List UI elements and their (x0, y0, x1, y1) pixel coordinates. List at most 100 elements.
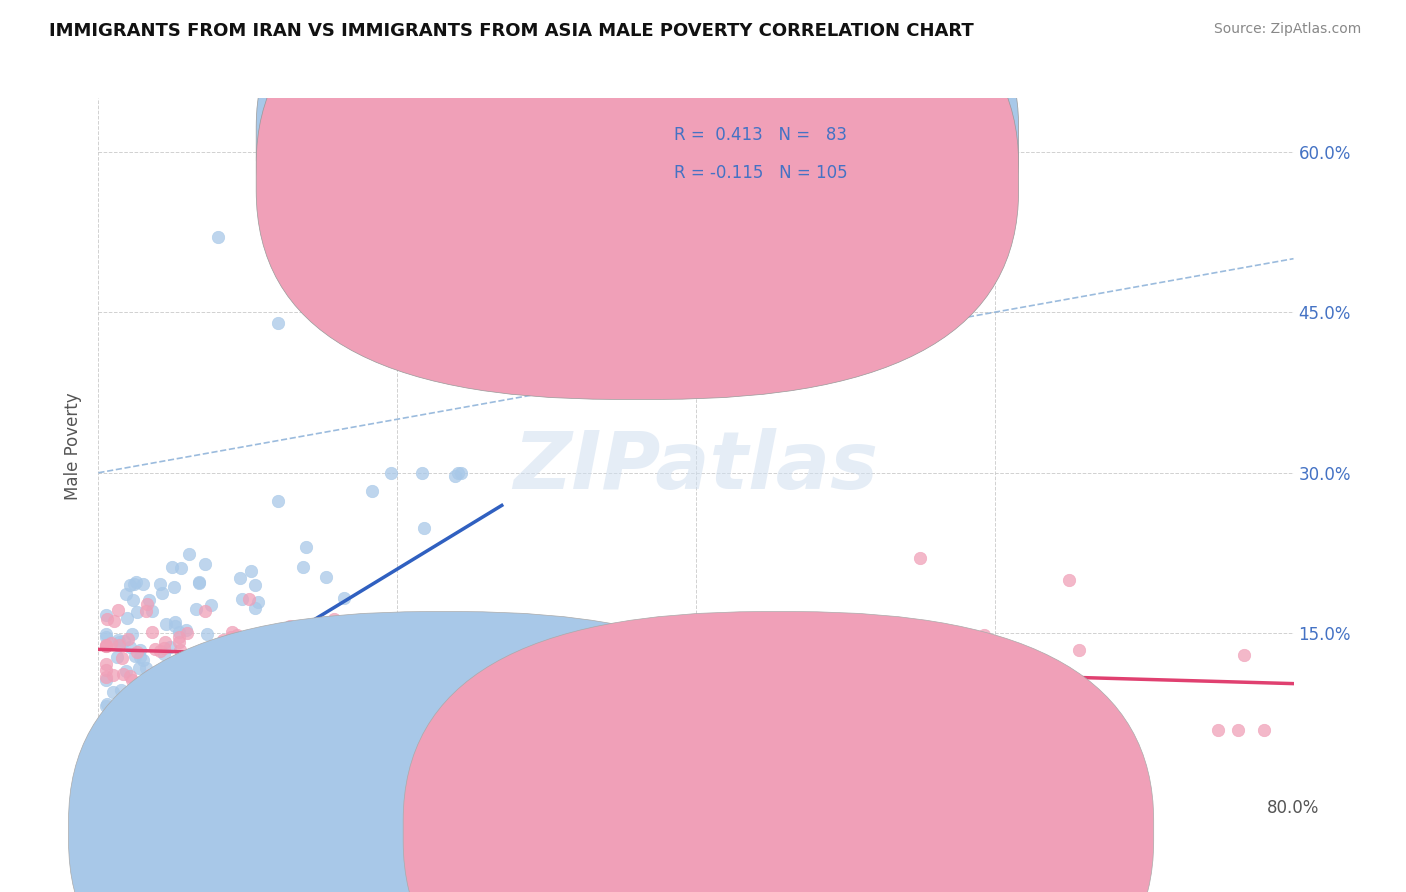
Point (111, 651, 134, 665)
Point (100, 708, 122, 723)
Point (238, 592, 260, 607)
Point (361, 484, 384, 499)
Point (174, 623, 197, 637)
Point (1059, 573, 1081, 587)
Point (380, 466, 402, 480)
Y-axis label: Male Poverty: Male Poverty (65, 392, 83, 500)
Point (285, 671, 308, 685)
Point (711, 645, 734, 659)
Point (108, 638, 131, 652)
Point (761, 645, 783, 659)
Point (167, 635, 190, 649)
Point (623, 640, 645, 654)
Point (236, 659, 259, 673)
Point (142, 702, 165, 716)
Point (138, 592, 160, 607)
Text: R = -0.115   N = 105: R = -0.115 N = 105 (675, 163, 848, 182)
Point (141, 625, 163, 640)
Point (124, 703, 146, 717)
Point (94, 607, 117, 622)
Point (131, 687, 153, 701)
Point (142, 692, 165, 706)
Point (110, 682, 132, 697)
Point (294, 706, 316, 721)
Point (103, 706, 125, 721)
Point (124, 704, 146, 718)
Point (219, 630, 242, 644)
Point (125, 574, 148, 589)
Point (94, 698, 117, 713)
Point (443, 469, 465, 483)
Point (447, 466, 470, 480)
Point (278, 619, 301, 633)
Point (159, 697, 181, 711)
Point (114, 587, 136, 601)
Point (862, 620, 884, 634)
Point (636, 673, 658, 688)
Point (322, 612, 344, 626)
Point (105, 649, 128, 664)
Point (166, 694, 188, 708)
Point (120, 689, 142, 703)
Point (94, 638, 117, 652)
Point (94, 639, 117, 653)
Point (226, 627, 249, 641)
Point (294, 681, 316, 696)
Point (710, 692, 733, 706)
Point (103, 667, 125, 681)
Point (436, 652, 458, 666)
Point (195, 674, 218, 689)
Point (132, 576, 155, 591)
Point (1076, 723, 1098, 737)
Point (94, 715, 117, 730)
Point (243, 578, 266, 592)
Point (128, 661, 150, 675)
Point (94, 673, 117, 687)
FancyBboxPatch shape (256, 0, 1019, 362)
Point (973, 677, 995, 691)
Point (114, 634, 136, 648)
Point (211, 632, 233, 647)
Point (489, 688, 512, 702)
Point (796, 723, 818, 737)
Point (101, 685, 124, 699)
Point (167, 624, 190, 639)
Point (384, 661, 406, 675)
Point (267, 316, 290, 330)
Text: Immigrants from Asia: Immigrants from Asia (810, 822, 988, 839)
Point (120, 577, 142, 591)
Point (200, 598, 222, 612)
Point (243, 601, 266, 615)
Point (117, 632, 139, 646)
Point (240, 564, 263, 578)
Point (450, 466, 472, 480)
Point (107, 635, 129, 649)
Point (120, 669, 142, 683)
Text: IMMIGRANTS FROM IRAN VS IMMIGRANTS FROM ASIA MALE POVERTY CORRELATION CHART: IMMIGRANTS FROM IRAN VS IMMIGRANTS FROM … (49, 22, 974, 40)
Point (159, 640, 181, 655)
Point (94, 663, 117, 677)
Point (155, 635, 177, 649)
Point (571, 663, 593, 677)
Point (141, 604, 163, 618)
Point (343, 622, 366, 636)
Point (654, 649, 676, 664)
Point (1253, 723, 1275, 737)
Point (153, 640, 176, 655)
Point (1233, 648, 1256, 663)
FancyBboxPatch shape (69, 612, 820, 892)
Point (1012, 723, 1035, 737)
Point (115, 713, 138, 727)
Point (103, 614, 125, 628)
Point (523, 658, 546, 673)
Point (231, 591, 253, 606)
Point (94, 657, 117, 672)
Point (770, 723, 793, 737)
Point (101, 722, 124, 736)
Point (169, 642, 191, 657)
Point (152, 586, 174, 600)
Point (96, 697, 118, 711)
Point (432, 642, 454, 657)
Point (162, 560, 184, 574)
Point (134, 687, 156, 701)
